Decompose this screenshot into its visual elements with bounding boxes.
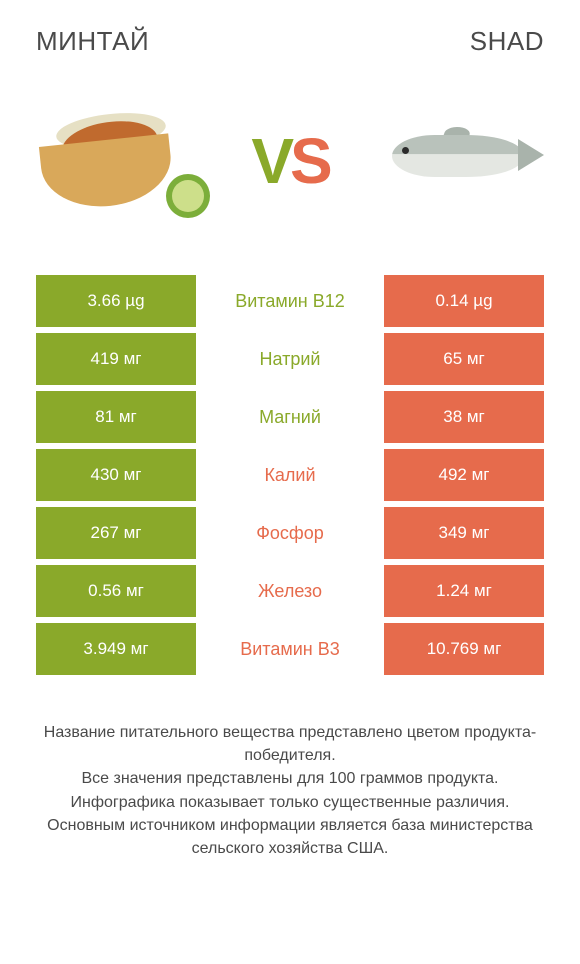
table-row: 419 мгНатрий65 мг <box>36 333 544 385</box>
footnote-line: Инфографика показывает только существенн… <box>28 791 552 814</box>
table-row: 267 мгФосфор349 мг <box>36 507 544 559</box>
nutrient-name: Фосфор <box>196 507 384 559</box>
right-value: 38 мг <box>384 391 544 443</box>
left-value: 419 мг <box>36 333 196 385</box>
left-product-title: МИНТАЙ <box>36 26 149 57</box>
right-value: 0.14 µg <box>384 275 544 327</box>
nutrient-name: Калий <box>196 449 384 501</box>
nutrient-name: Железо <box>196 565 384 617</box>
right-product-title: SHAD <box>470 26 544 57</box>
nutrient-table: 3.66 µgВитамин B120.14 µg 419 мгНатрий65 … <box>0 275 580 675</box>
nutrient-name: Витамин B12 <box>196 275 384 327</box>
vs-s: S <box>290 125 329 197</box>
header: МИНТАЙ SHAD <box>0 0 580 57</box>
hero-row: VS <box>0 57 580 257</box>
taco-illustration <box>36 106 206 216</box>
right-value: 492 мг <box>384 449 544 501</box>
table-row: 81 мгМагний38 мг <box>36 391 544 443</box>
left-product-image <box>36 91 206 231</box>
footnote: Название питательного вещества представл… <box>0 681 580 860</box>
fish-illustration <box>374 121 544 201</box>
left-value: 267 мг <box>36 507 196 559</box>
nutrient-name: Натрий <box>196 333 384 385</box>
table-row: 0.56 мгЖелезо1.24 мг <box>36 565 544 617</box>
left-value: 3.949 мг <box>36 623 196 675</box>
table-row: 3.66 µgВитамин B120.14 µg <box>36 275 544 327</box>
right-value: 349 мг <box>384 507 544 559</box>
left-value: 0.56 мг <box>36 565 196 617</box>
right-value: 65 мг <box>384 333 544 385</box>
vs-v: V <box>251 125 290 197</box>
left-value: 81 мг <box>36 391 196 443</box>
footnote-line: Основным источником информации является … <box>28 814 552 860</box>
left-value: 3.66 µg <box>36 275 196 327</box>
right-value: 10.769 мг <box>384 623 544 675</box>
left-value: 430 мг <box>36 449 196 501</box>
nutrient-name: Магний <box>196 391 384 443</box>
vs-label: VS <box>251 129 328 193</box>
right-product-image <box>374 91 544 231</box>
footnote-line: Все значения представлены для 100 граммо… <box>28 767 552 790</box>
table-row: 3.949 мгВитамин B310.769 мг <box>36 623 544 675</box>
footnote-line: Название питательного вещества представл… <box>28 721 552 767</box>
table-row: 430 мгКалий492 мг <box>36 449 544 501</box>
nutrient-name: Витамин B3 <box>196 623 384 675</box>
right-value: 1.24 мг <box>384 565 544 617</box>
